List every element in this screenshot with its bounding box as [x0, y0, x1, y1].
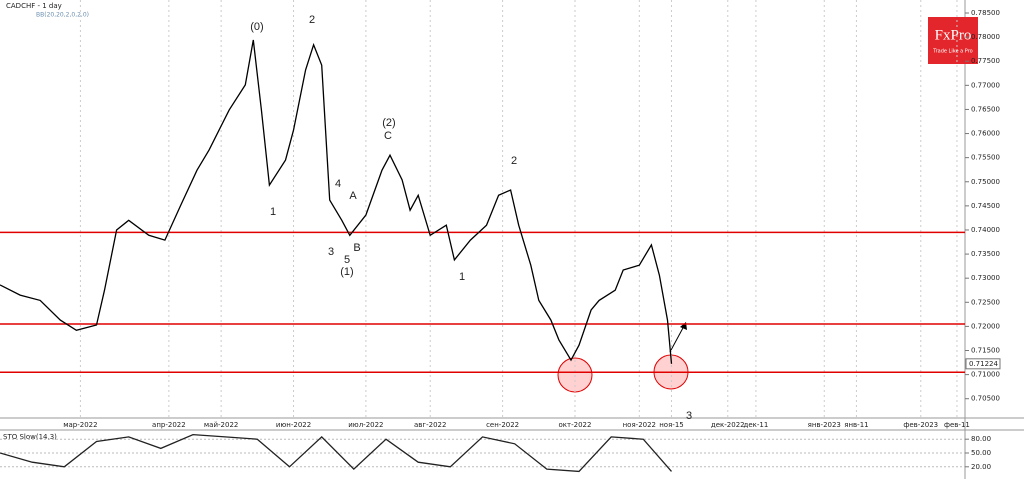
x-tick-label: авг-2022 — [414, 421, 446, 429]
y-tick-label: 0.73000 — [971, 274, 1000, 282]
y-tick-label: 80.00 — [971, 435, 991, 443]
x-tick-label: фев-11 — [944, 421, 970, 429]
last-price-box — [965, 358, 1001, 370]
y-tick-label: 0.72500 — [971, 298, 1000, 306]
arrow — [669, 325, 685, 353]
wave-label: 3 — [328, 246, 334, 258]
x-tick-label: ноя-2022 — [623, 421, 656, 429]
sto-title: STO Slow(14,3) — [3, 433, 57, 441]
y-tick-label: 0.77000 — [971, 81, 1000, 89]
wave-label: 1 — [270, 206, 276, 218]
y-tick-label: 0.76500 — [971, 105, 1000, 113]
x-tick-label: дек-11 — [744, 421, 769, 429]
x-tick-label: июл-2022 — [348, 421, 383, 429]
price-line — [0, 39, 673, 364]
y-tick-label: 0.71500 — [971, 347, 1000, 355]
x-tick-label: мар-2022 — [63, 421, 97, 429]
x-tick-label: янв-2023 — [808, 421, 841, 429]
indicator-label: BB(20,20,2,0,2,0) — [36, 12, 89, 19]
x-tick-label: янв-11 — [844, 421, 868, 429]
y-tick-label: 0.75500 — [971, 154, 1000, 162]
y-tick-label: 20.00 — [971, 463, 991, 471]
logo-box — [928, 17, 978, 64]
last-price-label: 0.71224 — [969, 360, 998, 368]
x-tick-label: дек-2022 — [711, 421, 745, 429]
x-tick-label: фев-2023 — [903, 421, 938, 429]
x-tick-label: ноя-15 — [659, 421, 684, 429]
x-tick-label: апр-2022 — [152, 421, 186, 429]
y-tick-label: 0.70500 — [971, 395, 1000, 403]
wave-label: A — [349, 190, 357, 202]
y-tick-label: 0.72000 — [971, 322, 1000, 330]
y-tick-label: 50.00 — [971, 449, 991, 457]
x-tick-label: май-2022 — [204, 421, 238, 429]
wave-label: 3 — [686, 410, 692, 422]
y-tick-label: 0.74000 — [971, 226, 1000, 234]
price-line — [0, 433, 672, 473]
wave-label: (1) — [340, 266, 353, 278]
y-tick-label: 0.78500 — [971, 9, 1000, 17]
wave-label: 4 — [335, 178, 341, 190]
logo-name: FxPro — [935, 27, 972, 43]
wave-label: 2 — [309, 14, 315, 26]
x-tick-label: сен-2022 — [486, 421, 519, 429]
wave-label: 5 — [344, 254, 350, 266]
x-tick-label: июн-2022 — [276, 421, 311, 429]
logo-tagline: Trade Like a Pro — [932, 49, 972, 55]
y-tick-label: 0.77500 — [971, 57, 1000, 65]
x-tick-label: окт-2022 — [559, 421, 592, 429]
wave-label: B — [353, 242, 360, 254]
y-tick-label: 0.74500 — [971, 202, 1000, 210]
y-tick-label: 0.75000 — [971, 178, 1000, 186]
wave-label: 2 — [511, 155, 517, 167]
wave-label: C — [384, 130, 392, 142]
wave-label: (2) — [382, 117, 395, 129]
chart-title: CADCHF - 1 day — [6, 2, 62, 10]
wave-label: 1 — [459, 271, 465, 283]
y-tick-label: 0.73500 — [971, 250, 1000, 258]
wave-label: (0) — [250, 21, 263, 33]
y-tick-label: 0.71000 — [971, 371, 1000, 379]
y-tick-label: 0.76000 — [971, 130, 1000, 138]
y-tick-label: 0.78000 — [971, 33, 1000, 41]
